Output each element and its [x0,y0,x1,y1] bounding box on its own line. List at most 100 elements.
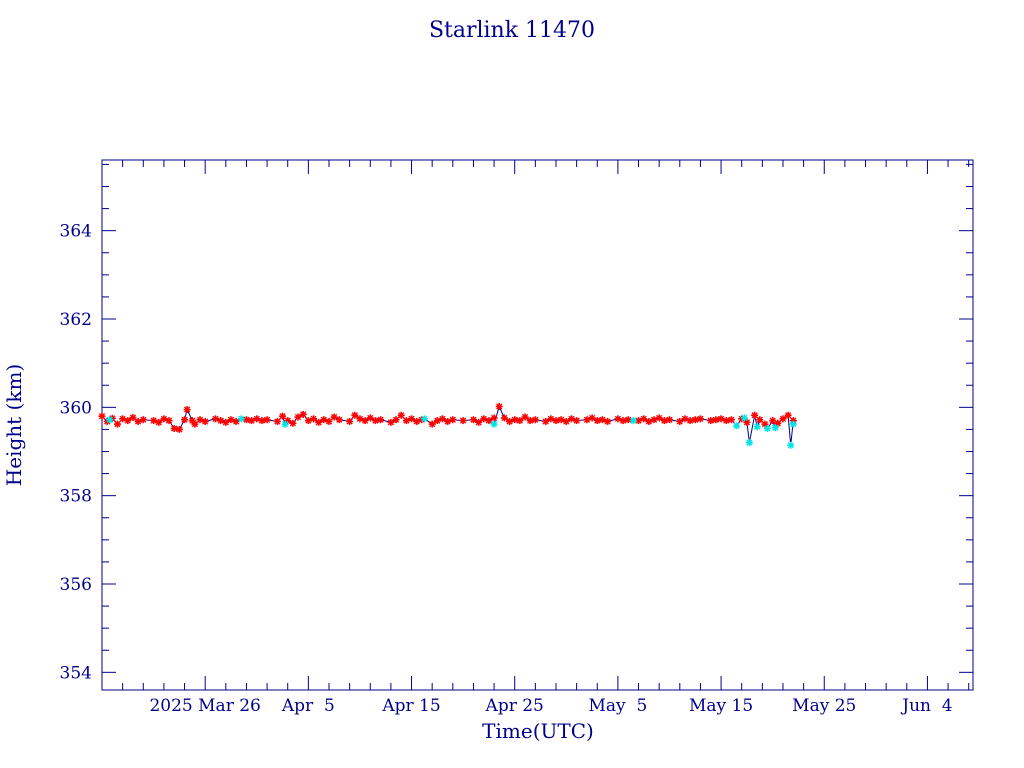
data-point-red [330,413,338,421]
data-point-red [366,414,374,422]
data-point-red [707,417,715,425]
data-point-red [774,419,782,427]
data-point-red [779,415,787,423]
y-tick-label: 354 [60,663,92,683]
data-point-red [408,415,416,423]
data-point-red [727,416,735,424]
data-point-red [485,417,493,425]
data-point-red [191,420,199,428]
data-point-red [170,425,178,433]
data-point-red [315,418,323,426]
data-point-red [531,416,539,424]
data-point-red [289,419,297,427]
data-point-red [542,417,550,425]
data-point-red [490,414,498,422]
y-axis-label: Height (km) [2,364,26,486]
data-point-red [304,417,312,425]
data-point-cyan [753,423,761,431]
data-point-red [511,416,519,424]
data-point-red [516,417,524,425]
y-tick-label: 358 [60,487,92,507]
data-point-red [438,415,446,423]
x-tick-label: Apr 5 [281,696,335,716]
data-point-red [242,416,250,424]
data-point-red [201,417,209,425]
data-point-red [263,416,271,424]
data-point-red [232,417,240,425]
data-point-red [361,417,369,425]
plot-frame [101,159,974,691]
data-point-cyan [733,422,741,430]
data-point-red [371,417,379,425]
y-tick-label: 362 [60,310,92,330]
data-point-cyan [490,420,498,428]
x-tick-label: Jun 4 [900,696,952,716]
data-point-red [449,416,457,424]
data-point-red [691,416,699,424]
data-point-cyan [745,439,753,447]
data-point-red [469,416,477,424]
data-point-red [392,416,400,424]
data-point-red [552,417,560,425]
data-point-red [640,415,648,423]
data-point-red [181,416,189,424]
x-tick-label: May 15 [689,696,753,716]
data-point-red [175,425,183,433]
x-tick-label: May 5 [589,696,648,716]
data-point-cyan [281,420,289,428]
data-point-red [588,414,596,422]
data-point-cyan [629,417,637,425]
data-point-red [665,416,673,424]
data-markers [98,402,797,449]
data-point-red [756,416,764,424]
axis-ticks [101,160,973,690]
y-tick-label: 360 [60,398,92,418]
data-point-red [258,417,266,425]
data-point-red [712,416,720,424]
data-point-red [619,417,627,425]
data-point-red [686,417,694,425]
data-point-red [387,418,395,426]
data-point-red [624,416,632,424]
data-point-red [346,417,354,425]
data-point-red [495,402,503,410]
data-point-red [397,411,405,419]
data-point-red [124,417,132,425]
data-point-red [521,413,529,421]
data-point-red [129,413,137,421]
data-point-red [294,413,302,421]
data-point-red [279,412,287,420]
data-point-red [377,416,385,424]
axis-tick-labels: 354 356 358 360 362 364 2025 Mar 26 Apr 5 Apr 15… [60,222,953,716]
data-point-cyan [764,425,772,433]
data-point-red [500,414,508,422]
data-point-red [98,412,106,420]
data-point-red [325,417,333,425]
data-point-red [751,411,759,419]
data-point-red [222,418,230,426]
data-point-cyan [787,441,795,449]
data-point-red [660,417,668,425]
data-point-red [593,417,601,425]
x-tick-label: Apr 15 [381,696,440,716]
y-tick-label: 356 [60,575,92,595]
data-point-red [604,417,612,425]
data-point-red [696,415,704,423]
x-tick-label: 2025 Mar 26 [149,696,260,716]
data-point-red [310,415,318,423]
data-point-red [165,417,173,425]
data-point-red [299,410,307,418]
data-point-red [655,414,663,422]
data-point-red [183,406,191,414]
chart-title: Starlink 11470 [429,18,595,43]
data-point-red [562,417,570,425]
data-point-cyan [789,420,797,428]
data-point-cyan [106,416,114,424]
x-axis-label: Time(UTC) [482,719,594,743]
data-point-red [722,417,730,425]
x-tick-label: Apr 25 [485,696,544,716]
data-point-red [557,416,565,424]
data-point-red [573,417,581,425]
height-series-line [101,405,794,446]
